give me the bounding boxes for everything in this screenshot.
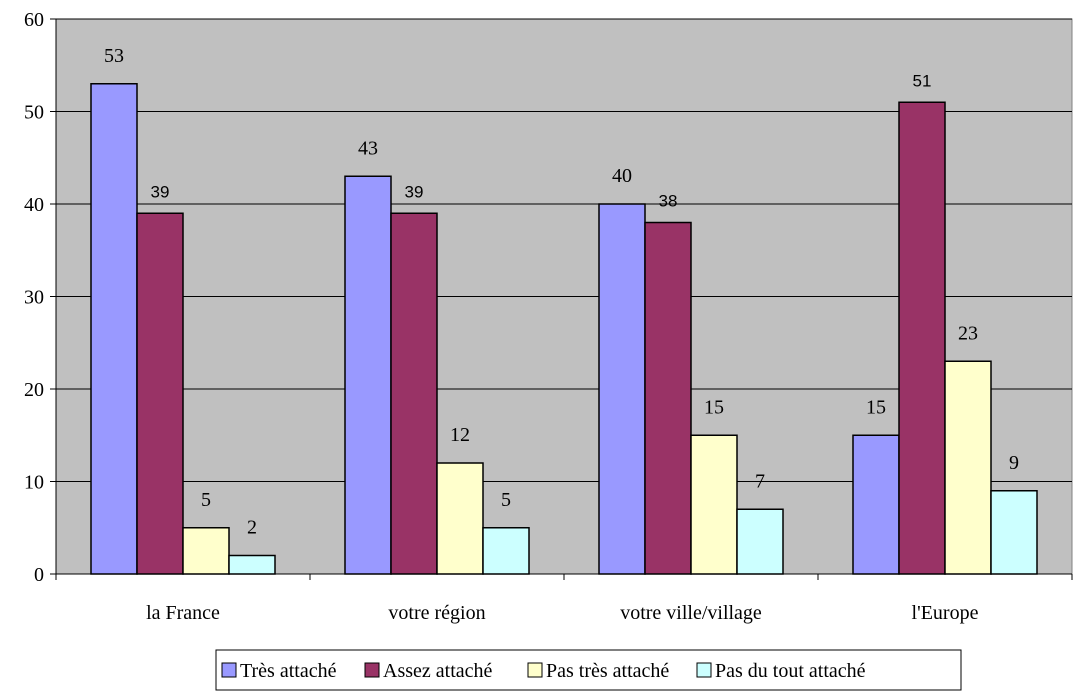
- y-tick-label: 50: [24, 102, 44, 124]
- bar: [228, 554, 276, 575]
- data-label: 12: [450, 424, 470, 446]
- bar: [182, 527, 230, 575]
- legend-swatch: [527, 662, 543, 678]
- bar: [644, 221, 692, 575]
- legend-swatch: [696, 662, 712, 678]
- bar: [436, 462, 484, 575]
- data-label: 5: [201, 489, 211, 511]
- bar: [344, 175, 392, 575]
- x-category-label: votre ville/village: [620, 602, 762, 624]
- legend: Très attaché Assez attaché Pas très attach…: [215, 649, 962, 691]
- bar: [898, 101, 946, 575]
- x-category-label: la France: [146, 602, 220, 624]
- x-category-label: votre région: [388, 602, 485, 624]
- data-label: 39: [151, 182, 170, 201]
- legend-box: [215, 649, 962, 691]
- bar: [736, 508, 784, 575]
- legend-label: Pas très attaché: [546, 660, 669, 682]
- bar: [482, 527, 530, 575]
- data-label: 23: [958, 322, 978, 344]
- bar: [690, 434, 738, 575]
- data-label: 51: [913, 71, 932, 90]
- bar: [598, 203, 646, 575]
- y-tick-label: 60: [24, 9, 44, 31]
- bar: [90, 83, 138, 575]
- bar: [990, 490, 1038, 575]
- data-label: 40: [612, 165, 632, 187]
- data-label: 15: [866, 396, 886, 418]
- data-label: 9: [1009, 452, 1019, 474]
- data-labels: 53 43 40 15 39 39 38 51 5 12 15 23 2 5 7 9: [104, 45, 1019, 539]
- data-label: 39: [405, 182, 424, 201]
- legend-swatch: [364, 662, 380, 678]
- bar: [944, 360, 992, 575]
- legend-label: Assez attaché: [383, 660, 493, 682]
- data-label: 15: [704, 396, 724, 418]
- bar: [390, 212, 438, 575]
- x-category-label: l'Europe: [912, 602, 979, 624]
- legend-label: Très attaché: [240, 660, 337, 682]
- axes: 0 10 20 30 40 50 60 la France votre région votre …: [24, 9, 1073, 624]
- bar: [852, 434, 900, 575]
- bar: [136, 212, 184, 575]
- data-label: 7: [755, 470, 765, 492]
- y-tick-label: 20: [24, 379, 44, 401]
- y-tick-label: 30: [24, 287, 44, 309]
- data-label: 53: [104, 45, 124, 67]
- y-tick-label: 10: [24, 472, 44, 494]
- data-label: 38: [659, 192, 678, 211]
- legend-label: Pas du tout attaché: [715, 660, 866, 682]
- data-label: 5: [501, 489, 511, 511]
- legend-swatch: [221, 662, 237, 678]
- data-label: 2: [247, 517, 257, 539]
- data-label: 43: [358, 137, 378, 159]
- bars: [90, 83, 1038, 575]
- y-tick-label: 0: [34, 564, 44, 586]
- y-tick-label: 40: [24, 194, 44, 216]
